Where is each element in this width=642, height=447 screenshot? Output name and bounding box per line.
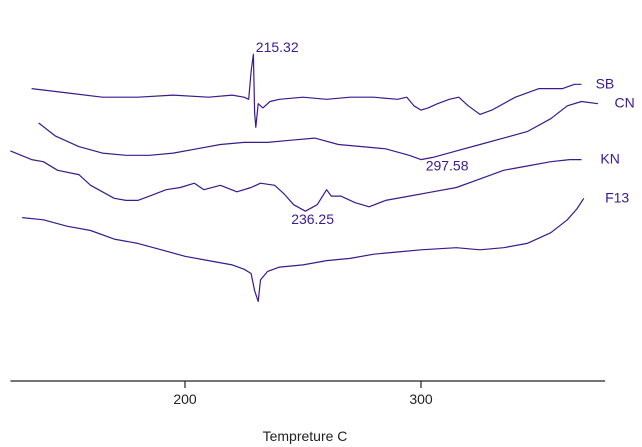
series-label-sb: SB [596, 75, 615, 91]
series-line-kn [10, 150, 582, 212]
series-line-cn [38, 100, 599, 161]
x-ticks: 200 300 [173, 381, 433, 407]
series-line-sb [31, 53, 582, 128]
curves-layer [10, 53, 599, 302]
peak-annotation: 215.32 [256, 39, 299, 55]
x-tick-label: 300 [409, 391, 433, 407]
x-tick-label: 200 [173, 391, 197, 407]
series-label-cn: CN [615, 95, 635, 111]
peak-annotation: 297.58 [426, 157, 469, 173]
x-axis-label: Tempreture C [263, 428, 348, 444]
series-label-f13: F13 [605, 189, 629, 205]
series-label-kn: KN [600, 151, 619, 167]
peak-annotation: 236.25 [291, 211, 334, 227]
peak-annotations: 215.32 297.58 236.25 [256, 39, 469, 227]
series-line-f13 [22, 197, 585, 302]
